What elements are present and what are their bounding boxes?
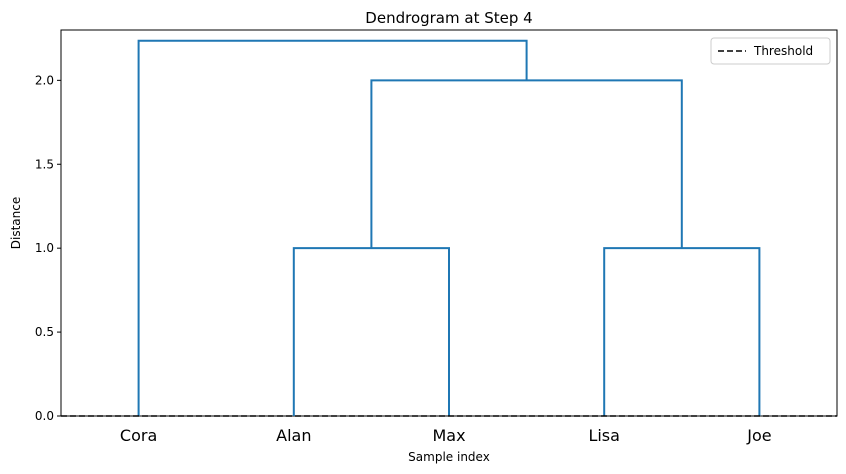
legend-box: [710, 37, 831, 65]
y-tick-label: 0.5: [35, 325, 54, 339]
chart-title: Dendrogram at Step 4: [365, 9, 532, 27]
y-tick-label: 2.0: [35, 73, 54, 87]
y-tick-label: 1.5: [35, 157, 54, 171]
x-tick-label-lisa: Lisa: [588, 426, 620, 445]
y-axis: 0.0 0.5 1.0 1.5 2.0: [35, 73, 61, 423]
y-tick-label: 1.0: [35, 241, 54, 255]
dendrogram-links: [137, 39, 761, 416]
y-tick-label: 0.0: [35, 409, 54, 423]
x-axis: Cora Alan Max Lisa Joe: [120, 426, 772, 445]
dendrogram-link-4: [137, 39, 528, 416]
x-axis-label: Sample index: [408, 450, 490, 464]
x-tick-label-joe: Joe: [746, 426, 771, 445]
legend: Threshold: [710, 37, 831, 65]
dendrogram-link-2: [603, 247, 761, 416]
y-axis-label: Distance: [9, 197, 23, 249]
dendrogram-link-1: [292, 247, 450, 416]
legend-threshold-label: Threshold: [753, 44, 813, 58]
x-tick-label-cora: Cora: [120, 426, 157, 445]
dendrogram-link-3: [370, 79, 683, 249]
x-tick-label-max: Max: [432, 426, 465, 445]
x-tick-label-alan: Alan: [276, 426, 311, 445]
